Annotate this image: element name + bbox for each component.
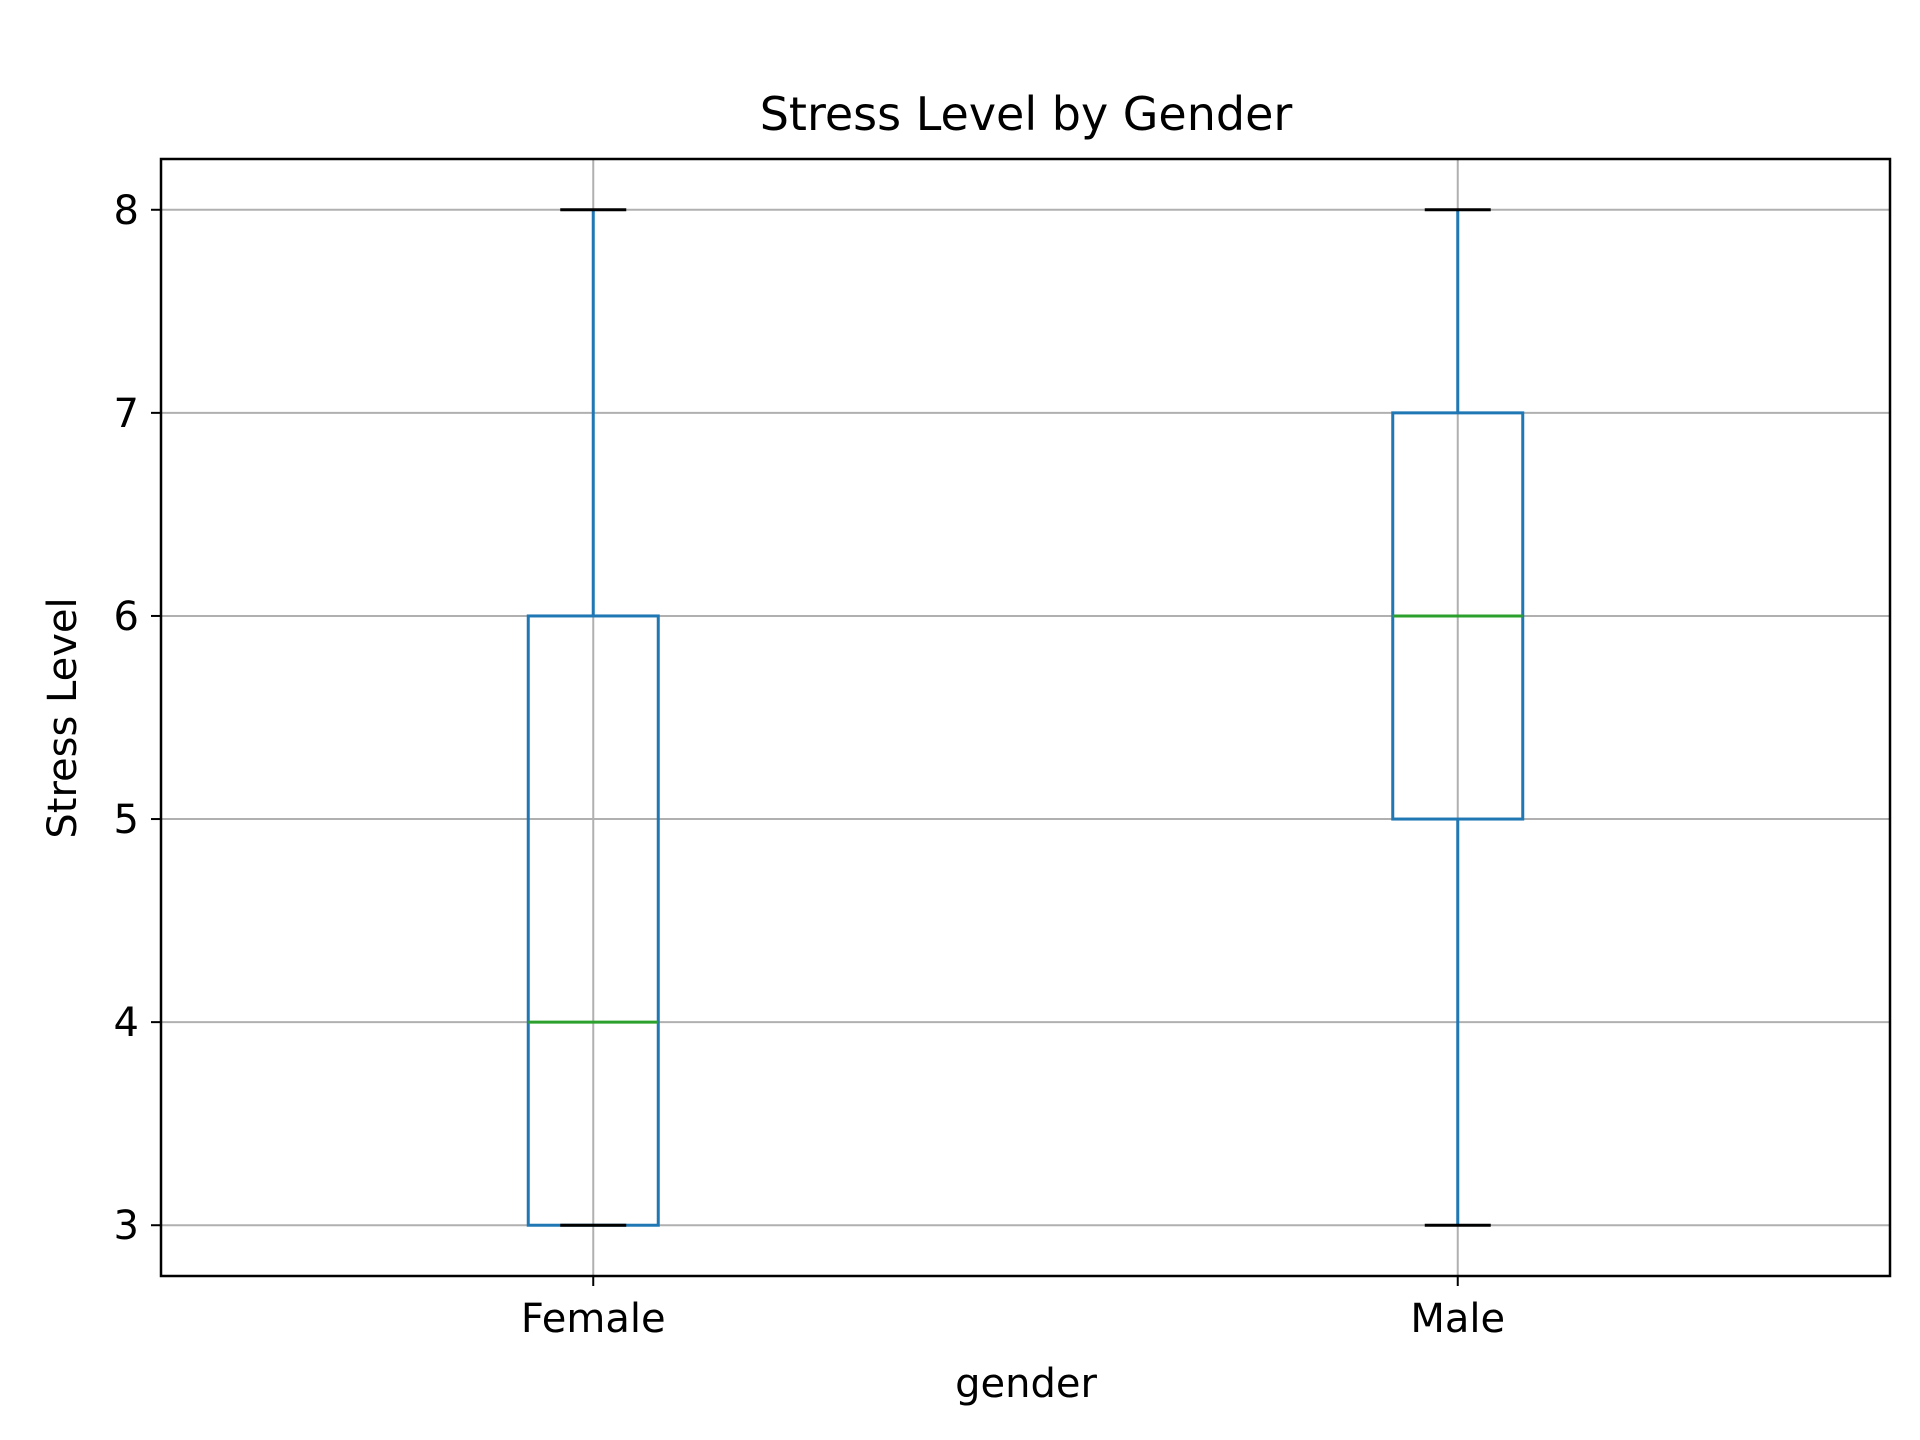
y-axis-label: Stress Level	[40, 597, 86, 838]
grid-lines	[161, 159, 1890, 1276]
plot-area-frame	[159, 157, 1892, 1278]
y-tick-label: 3	[114, 1203, 139, 1249]
chart-title: Stress Level by Gender	[760, 87, 1293, 141]
y-tick-label: 5	[114, 797, 139, 843]
y-tick-label: 4	[114, 1000, 139, 1046]
y-tick-label: 6	[114, 594, 139, 640]
box-male	[1391, 208, 1525, 1227]
axis-ticks: 3 4 5 6 7 8 Female Male	[114, 188, 1506, 1342]
boxes	[526, 208, 1525, 1227]
y-tick-label: 8	[114, 188, 139, 234]
x-axis-label: gender	[955, 1361, 1097, 1407]
box-female	[526, 208, 660, 1227]
x-tick-label: Male	[1410, 1296, 1505, 1342]
x-tick-label: Female	[521, 1296, 666, 1342]
y-tick-label: 7	[114, 391, 139, 437]
